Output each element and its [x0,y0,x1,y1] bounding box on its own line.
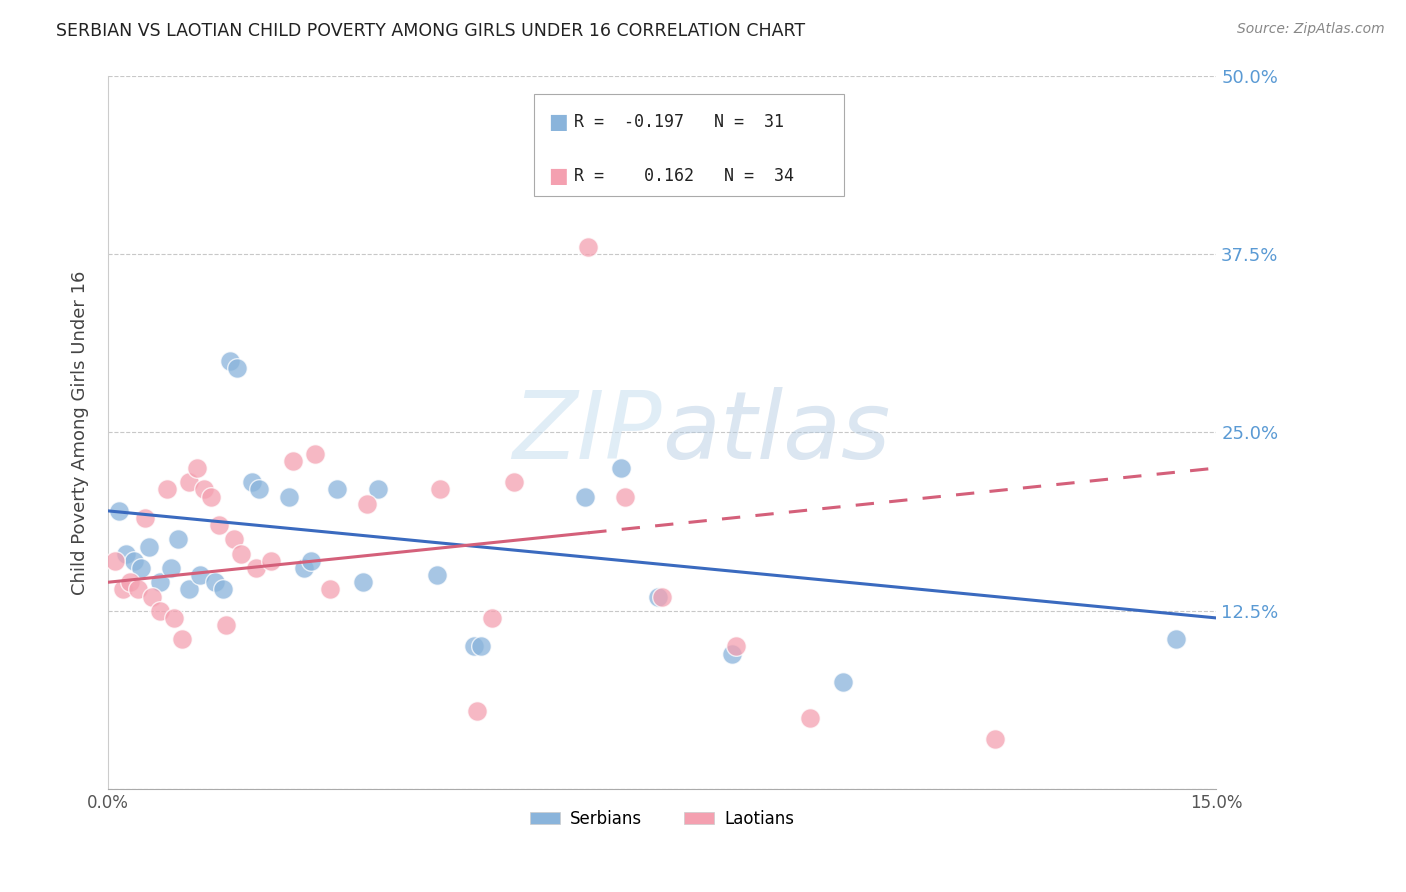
Point [651,590,673,604]
Point [170,632,193,647]
Point [104,554,127,568]
Point [610,461,633,475]
Point [179,475,201,490]
Point [149,604,172,618]
Point [799,711,821,725]
Text: R =  -0.197   N =  31: R = -0.197 N = 31 [574,113,783,131]
Text: ■: ■ [548,112,568,132]
Point [229,547,252,561]
Point [141,590,163,604]
Point [503,475,526,490]
Point [129,561,152,575]
Point [222,533,245,547]
Point [614,490,637,504]
Point [278,490,301,504]
Y-axis label: Child Poverty Among Girls Under 16: Child Poverty Among Girls Under 16 [72,270,89,595]
Point [832,675,855,690]
Point [167,533,190,547]
Point [249,483,271,497]
Text: ■: ■ [548,166,568,186]
Legend: Serbians, Laotians: Serbians, Laotians [523,803,800,834]
Point [281,454,304,468]
Point [156,483,179,497]
Point [134,511,156,525]
Text: SERBIAN VS LAOTIAN CHILD POVERTY AMONG GIRLS UNDER 16 CORRELATION CHART: SERBIAN VS LAOTIAN CHILD POVERTY AMONG G… [56,22,806,40]
Point [326,483,349,497]
Point [259,554,281,568]
Point [292,561,315,575]
Point [426,568,449,582]
Text: R =    0.162   N =  34: R = 0.162 N = 34 [574,167,793,185]
Text: Source: ZipAtlas.com: Source: ZipAtlas.com [1237,22,1385,37]
Point [576,240,599,254]
Point [159,561,181,575]
Point [470,640,492,654]
Point [226,361,249,376]
Point [1164,632,1187,647]
Point [186,461,208,475]
Point [163,611,186,625]
Point [481,611,503,625]
Point [215,618,238,632]
Point [463,640,485,654]
Point [983,732,1005,747]
Point [240,475,263,490]
Point [304,447,326,461]
Point [245,561,267,575]
Point [208,518,231,533]
Point [122,554,145,568]
Point [367,483,389,497]
Point [299,554,322,568]
Point [429,483,451,497]
Point [200,490,222,504]
Point [211,582,233,597]
Point [111,582,134,597]
Point [574,490,596,504]
Point [721,647,744,661]
Point [138,540,160,554]
Point [127,582,149,597]
Text: ZIP: ZIP [513,387,662,478]
Point [108,504,131,518]
Point [204,575,226,590]
Point [647,590,669,604]
Point [356,497,378,511]
Point [179,582,201,597]
Text: atlas: atlas [662,387,890,478]
Point [467,704,489,718]
Point [188,568,211,582]
Point [724,640,747,654]
Point [219,354,242,368]
Point [193,483,215,497]
Point [115,547,138,561]
Point [149,575,172,590]
Point [352,575,374,590]
Point [318,582,340,597]
Point [120,575,142,590]
